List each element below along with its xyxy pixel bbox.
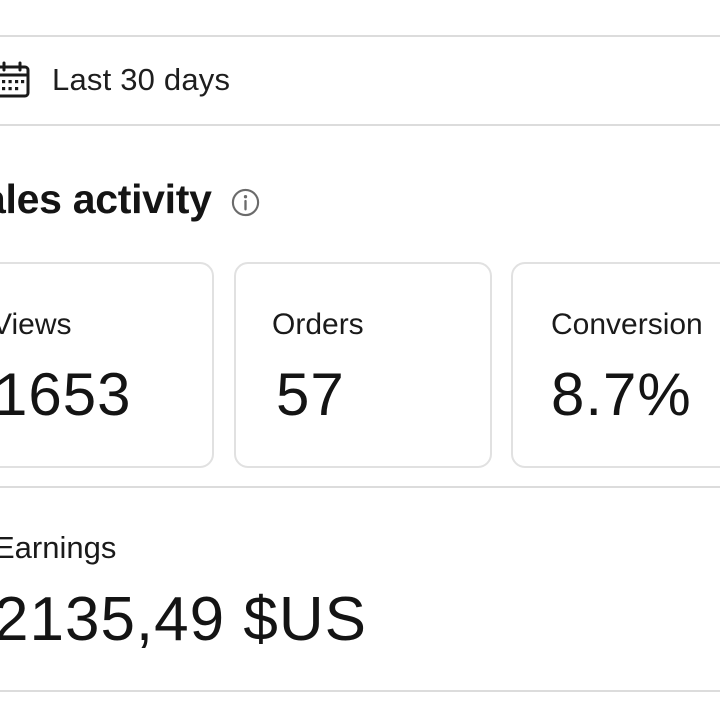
metric-label: Orders [272, 308, 364, 341]
metric-card-views: Views 1653 [0, 262, 214, 468]
date-range-label: Last 30 days [52, 62, 231, 97]
metric-card-conversion: Conversion 8.7% [511, 262, 720, 468]
metric-value: 8.7% [551, 361, 692, 428]
date-range-filter[interactable]: Last 30 days [0, 56, 230, 104]
info-icon[interactable] [230, 187, 261, 218]
metric-label: Conversion [551, 308, 703, 341]
bottom-divider [0, 690, 720, 692]
sales-activity-header: Sales activity [0, 176, 261, 223]
earnings-label: Earnings [0, 530, 117, 565]
earnings-value: 2135,49 $US [0, 585, 367, 654]
metrics-divider [0, 486, 720, 488]
metric-card-orders: Orders 57 [234, 262, 492, 468]
top-divider [0, 35, 720, 37]
section-title: Sales activity [0, 176, 212, 222]
metric-label: Views [0, 308, 72, 341]
metric-value: 57 [276, 361, 345, 428]
calendar-icon [0, 61, 30, 98]
filter-divider [0, 124, 720, 126]
metric-value: 1653 [0, 361, 132, 428]
